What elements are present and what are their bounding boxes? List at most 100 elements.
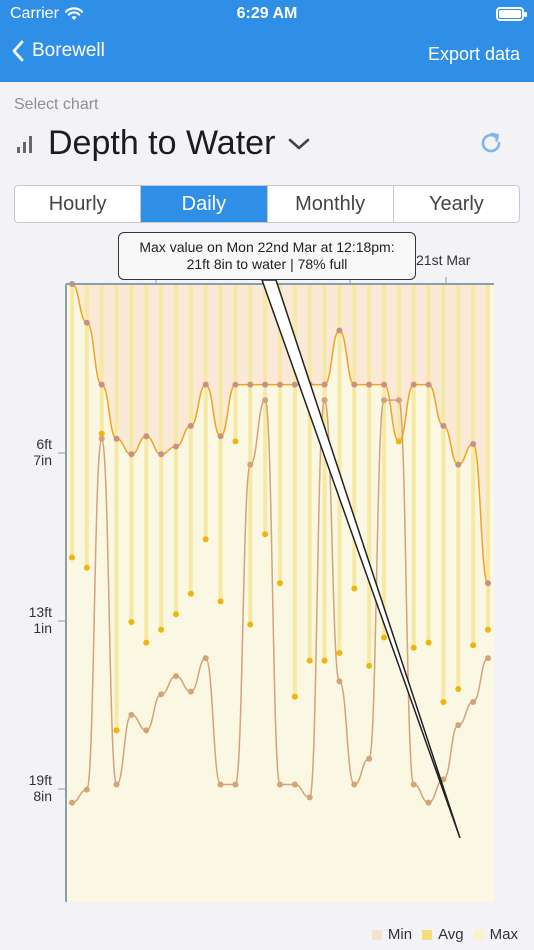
legend-item-min: Min — [371, 926, 412, 943]
min-point — [187, 422, 194, 429]
min-point — [113, 435, 120, 442]
avg-point — [351, 585, 358, 592]
avg-point — [291, 693, 298, 700]
tooltip-line-2: 21ft 8in to water | 78% full — [186, 256, 348, 272]
min-point — [455, 461, 462, 468]
max-point — [321, 397, 328, 404]
max-point — [381, 397, 387, 404]
period-segmented-control: Hourly Daily Monthly Yearly — [14, 185, 520, 223]
tab-daily[interactable]: Daily — [141, 186, 268, 222]
min-series-line — [71, 283, 489, 585]
avg-point — [217, 598, 224, 605]
x-tick-label: 21st Mar — [416, 252, 471, 268]
max-point — [366, 755, 373, 762]
min-point — [277, 381, 283, 388]
avg-point — [277, 580, 283, 587]
chart-legend: Min Avg Max — [371, 926, 518, 943]
max-point — [410, 781, 417, 788]
min-point — [247, 381, 254, 388]
min-point — [173, 443, 179, 450]
avg-point — [143, 639, 150, 646]
avg-point — [69, 554, 75, 561]
max-point — [336, 678, 343, 685]
avg-point — [173, 611, 179, 618]
avg-point — [306, 657, 313, 664]
back-button[interactable]: Borewell — [12, 40, 105, 62]
tooltip-pointer — [260, 279, 461, 839]
max-point — [202, 655, 209, 662]
max-point — [187, 688, 194, 695]
avg-point — [158, 626, 165, 633]
min-point — [291, 381, 298, 388]
avg-point — [187, 590, 194, 597]
status-time: 6:29 AM — [236, 5, 298, 22]
depth-chart[interactable] — [0, 225, 534, 950]
max-point — [485, 655, 491, 662]
avg-point — [336, 649, 343, 656]
max-point — [247, 461, 254, 468]
avg-point — [455, 686, 462, 693]
y-tick-label: 13ft 1in — [28, 604, 52, 636]
carrier-info: Carrier — [10, 5, 83, 23]
tab-monthly[interactable]: Monthly — [268, 186, 394, 222]
max-point — [113, 781, 120, 788]
min-point — [128, 451, 135, 458]
max-point — [217, 781, 224, 788]
max-point — [158, 691, 165, 698]
avg-point — [202, 536, 209, 543]
navigation-bar: Carrier 6:29 AM Borewell Export data — [0, 0, 534, 82]
min-point — [336, 327, 343, 334]
min-point — [425, 381, 432, 388]
min-point — [366, 381, 373, 388]
avg-point — [395, 438, 402, 445]
back-label: Borewell — [32, 40, 105, 61]
avg-point — [113, 727, 120, 734]
legend-swatch — [371, 929, 382, 940]
tab-hourly[interactable]: Hourly — [15, 186, 142, 222]
min-point — [351, 381, 358, 388]
legend-swatch — [473, 929, 484, 940]
min-point — [217, 433, 224, 440]
avg-point — [247, 621, 254, 628]
min-point — [83, 319, 90, 326]
min-point — [440, 422, 447, 429]
chevron-down-icon — [289, 138, 310, 149]
min-point — [470, 440, 477, 447]
min-point — [410, 381, 417, 388]
max-point — [143, 727, 150, 734]
max-point — [291, 781, 298, 788]
min-point — [262, 381, 269, 388]
avg-point — [83, 564, 90, 571]
max-point — [83, 786, 90, 793]
max-point — [128, 711, 135, 718]
legend-item-max: Max — [473, 926, 518, 943]
y-tick-label: 6ft 7in — [33, 436, 52, 468]
min-point — [381, 381, 387, 388]
max-point — [306, 794, 313, 801]
tooltip-line-1: Max value on Mon 22nd Mar at 12:18pm: — [139, 239, 395, 255]
min-point — [202, 381, 209, 388]
max-point — [262, 397, 269, 404]
chart-selector[interactable]: Depth to Water — [14, 124, 311, 163]
max-point — [173, 673, 179, 680]
avg-point — [366, 662, 373, 669]
select-chart-label: Select chart — [14, 96, 99, 113]
min-point — [143, 433, 150, 440]
carrier-label: Carrier — [10, 5, 59, 22]
refresh-icon — [481, 132, 501, 153]
status-bar: Carrier 6:29 AM — [0, 0, 534, 28]
min-point — [158, 451, 165, 458]
max-value-tooltip: Max value on Mon 22nd Mar at 12:18pm: 21… — [118, 232, 416, 280]
max-point — [69, 799, 75, 806]
avg-point — [470, 642, 477, 649]
y-tick-label: 19ft 8in — [28, 772, 52, 804]
avg-point — [381, 634, 387, 641]
avg-point — [440, 698, 447, 705]
tab-yearly[interactable]: Yearly — [428, 192, 484, 215]
max-point — [277, 781, 283, 788]
export-data-button[interactable]: Export data — [427, 44, 520, 64]
max-point — [351, 781, 358, 788]
avg-point — [232, 438, 239, 445]
refresh-button[interactable] — [478, 130, 504, 161]
min-point — [485, 580, 491, 587]
